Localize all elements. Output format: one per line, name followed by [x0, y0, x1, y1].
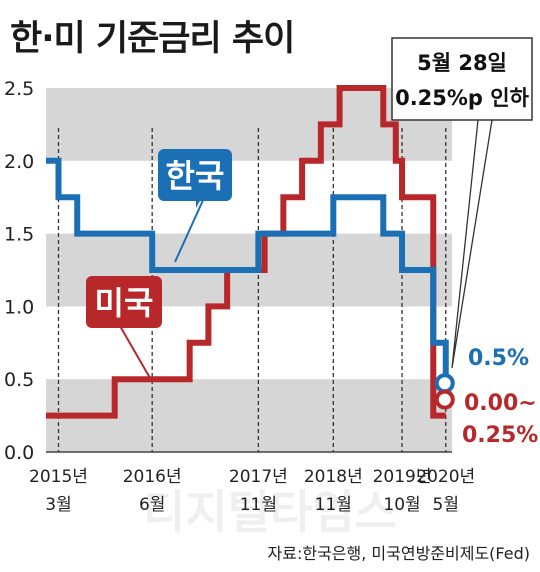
x-tick-month: 5월: [433, 495, 459, 515]
x-tick-year: 2016년: [123, 467, 182, 487]
series-label-leader: [119, 325, 151, 379]
series-label-leader: [174, 197, 205, 263]
x-tick-year: 2019년: [373, 467, 432, 487]
series-label-box: [158, 149, 232, 201]
x-tick-year: 2018년: [304, 467, 363, 487]
end-label-us-line2: 0.25%: [462, 423, 538, 448]
x-tick-year: 2017년: [229, 467, 288, 487]
series-label-us: 미국: [86, 276, 162, 379]
y-tick-label: 1.0: [4, 296, 34, 318]
callout-line2: 0.25%p 인하: [395, 86, 530, 110]
x-tick-month: 11월: [315, 495, 352, 515]
series-label-box: [86, 276, 162, 328]
rate-cut-callout: 5월 28일 0.25%p 인하: [391, 37, 533, 369]
end-label-us-line1: 0.00~: [464, 391, 537, 416]
y-tick-label: 2.0: [4, 151, 34, 173]
series-label-korea: 한국: [158, 149, 232, 263]
y-tick-label: 0.0: [4, 442, 34, 464]
callout-pointer: [451, 119, 493, 369]
watermark: 디지털타임스: [143, 485, 397, 539]
series-label-text: 미국: [95, 284, 154, 322]
x-tick-month: 6월: [139, 495, 165, 515]
series-label-text: 한국: [166, 157, 225, 195]
end-marker-korea: [434, 373, 455, 394]
series-line-us: [46, 85, 446, 419]
x-tick-month: 3월: [45, 495, 71, 515]
callout-line1: 5월 28일: [417, 51, 507, 75]
series-line-korea: [46, 157, 449, 380]
y-tick-label: 1.5: [4, 224, 34, 246]
end-marker-us: [434, 389, 455, 410]
source-note: 자료:한국은행, 미국연방준비제도(Fed): [267, 544, 530, 563]
chart-title: 한·미 기준금리 추이: [10, 19, 295, 59]
x-tick-month: 10월: [383, 495, 420, 515]
x-tick-month: 11월: [240, 495, 277, 515]
x-tick-year: 2020년: [416, 467, 475, 487]
callout-box: [391, 37, 533, 121]
y-tick-label: 0.5: [4, 369, 34, 391]
end-label-korea: 0.5%: [468, 346, 529, 371]
x-tick-year: 2015년: [29, 467, 88, 487]
y-tick-label: 2.5: [4, 78, 34, 100]
